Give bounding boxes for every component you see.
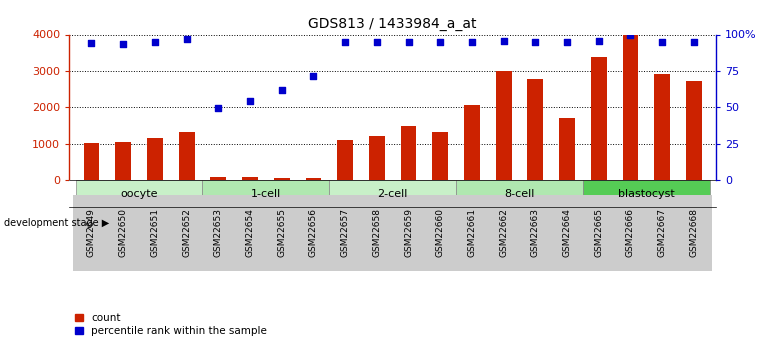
Point bbox=[307, 73, 320, 79]
Bar bbox=[686, 81, 701, 180]
Bar bbox=[242, 177, 258, 180]
Bar bbox=[591, 57, 607, 180]
Point bbox=[244, 98, 256, 104]
Title: GDS813 / 1433984_a_at: GDS813 / 1433984_a_at bbox=[309, 17, 477, 31]
Point bbox=[434, 39, 447, 45]
Point bbox=[403, 39, 415, 45]
Point bbox=[117, 41, 129, 47]
Bar bbox=[75, 180, 203, 207]
Bar bbox=[369, 136, 385, 180]
Bar bbox=[583, 180, 710, 207]
Bar bbox=[330, 180, 456, 207]
Text: 2-cell: 2-cell bbox=[377, 189, 408, 199]
Point bbox=[593, 38, 605, 44]
Point bbox=[561, 39, 573, 45]
Bar bbox=[274, 178, 290, 180]
Point bbox=[149, 39, 161, 45]
Point bbox=[624, 32, 637, 37]
Bar bbox=[203, 180, 330, 207]
Text: oocyte: oocyte bbox=[120, 189, 158, 199]
Bar bbox=[559, 118, 575, 180]
Point bbox=[370, 39, 383, 45]
Point bbox=[85, 40, 98, 45]
Bar bbox=[210, 177, 226, 180]
Bar bbox=[464, 105, 480, 180]
Point bbox=[497, 39, 510, 44]
Bar bbox=[179, 132, 195, 180]
Point bbox=[466, 39, 478, 45]
Bar bbox=[337, 140, 353, 180]
Point bbox=[276, 88, 288, 93]
Point bbox=[656, 39, 668, 45]
Legend: count, percentile rank within the sample: count, percentile rank within the sample bbox=[75, 313, 267, 336]
Bar bbox=[84, 143, 99, 180]
Text: 1-cell: 1-cell bbox=[251, 189, 281, 199]
Bar bbox=[116, 142, 131, 180]
Point bbox=[688, 39, 700, 45]
Point bbox=[180, 37, 192, 42]
Point bbox=[213, 106, 225, 111]
Point bbox=[529, 39, 541, 45]
Bar bbox=[432, 132, 448, 180]
Text: 8-cell: 8-cell bbox=[504, 189, 534, 199]
Bar bbox=[306, 178, 321, 180]
Text: blastocyst: blastocyst bbox=[618, 189, 675, 199]
Bar bbox=[654, 73, 670, 180]
Bar bbox=[496, 71, 511, 180]
Point bbox=[339, 39, 351, 45]
Bar bbox=[400, 127, 417, 180]
Bar bbox=[623, 34, 638, 180]
Text: development stage ▶: development stage ▶ bbox=[4, 218, 109, 227]
Bar bbox=[456, 180, 583, 207]
Bar bbox=[147, 138, 162, 180]
Bar bbox=[527, 79, 544, 180]
